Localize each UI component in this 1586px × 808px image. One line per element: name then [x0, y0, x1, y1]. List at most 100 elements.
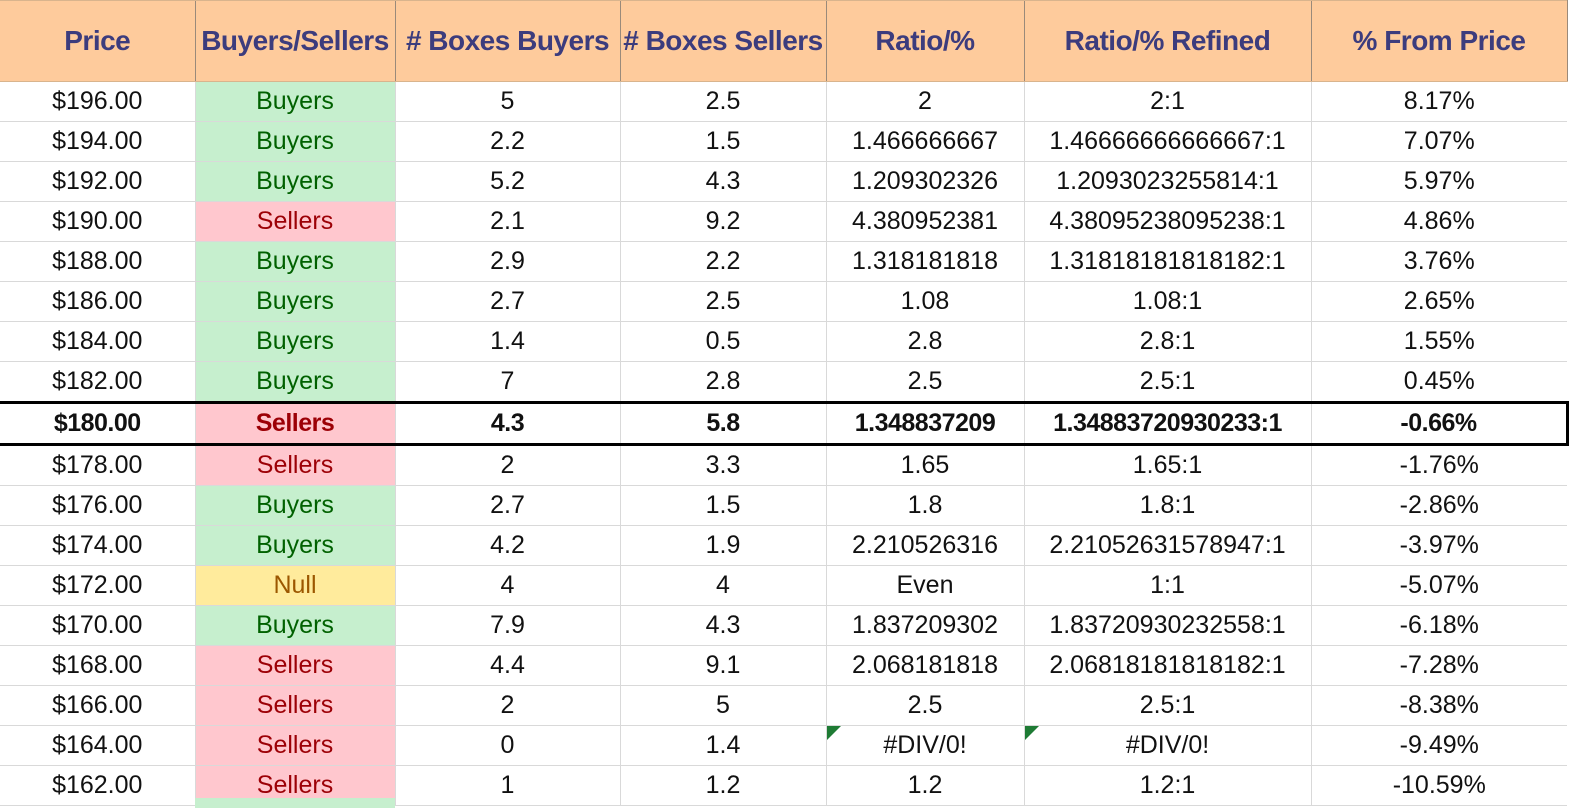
boxes-sellers-cell[interactable]: 1.5: [619, 485, 826, 526]
buyers-sellers-cell[interactable]: Buyers: [194, 241, 395, 282]
boxes-buyers-cell[interactable]: 4: [394, 565, 620, 606]
boxes-buyers-cell[interactable]: 7: [394, 361, 620, 403]
ratio-refined-cell[interactable]: 1:1: [1023, 565, 1311, 606]
from-price-cell[interactable]: 8.17%: [1310, 81, 1567, 122]
boxes-buyers-cell[interactable]: 2.1: [394, 201, 620, 242]
ratio-cell[interactable]: 1.2: [825, 765, 1024, 806]
boxes-sellers-cell[interactable]: 5.8: [619, 401, 826, 446]
buyers-sellers-cell[interactable]: Buyers: [194, 281, 395, 322]
ratio-cell[interactable]: 2.8: [825, 321, 1024, 362]
price-cell[interactable]: $178.00: [0, 444, 195, 486]
buyers-sellers-cell[interactable]: Sellers: [194, 444, 395, 486]
header-boxes-sellers[interactable]: # Boxes Sellers: [619, 0, 826, 82]
boxes-sellers-cell[interactable]: 4.3: [619, 161, 826, 202]
price-cell[interactable]: $184.00: [0, 321, 195, 362]
boxes-buyers-cell[interactable]: 2.2: [394, 121, 620, 162]
ratio-cell[interactable]: 1.348837209: [825, 401, 1024, 446]
buyers-sellers-cell[interactable]: Sellers: [194, 401, 395, 446]
boxes-buyers-cell[interactable]: 1: [394, 765, 620, 806]
from-price-cell[interactable]: -10.59%: [1310, 765, 1567, 806]
from-price-cell[interactable]: -5.07%: [1310, 565, 1567, 606]
header-ratio-refined[interactable]: Ratio/% Refined: [1023, 0, 1311, 82]
ratio-cell[interactable]: 1.8: [825, 485, 1024, 526]
ratio-cell[interactable]: 1.318181818: [825, 241, 1024, 282]
from-price-cell[interactable]: 0.45%: [1310, 361, 1567, 403]
boxes-buyers-cell[interactable]: 2.7: [394, 485, 620, 526]
boxes-buyers-cell[interactable]: 4.2: [394, 525, 620, 566]
ratio-cell[interactable]: 1.837209302: [825, 605, 1024, 646]
boxes-sellers-cell[interactable]: 3.3: [619, 444, 826, 486]
ratio-refined-cell[interactable]: 1.08:1: [1023, 281, 1311, 322]
boxes-sellers-cell[interactable]: 2.5: [619, 81, 826, 122]
ratio-refined-cell[interactable]: 1.65:1: [1023, 444, 1311, 486]
header-boxes-buyers[interactable]: # Boxes Buyers: [394, 0, 620, 82]
ratio-refined-cell[interactable]: 1.2093023255814:1: [1023, 161, 1311, 202]
from-price-cell[interactable]: 7.07%: [1310, 121, 1567, 162]
ratio-refined-cell[interactable]: 2:1: [1023, 81, 1311, 122]
ratio-cell[interactable]: 2.5: [825, 361, 1024, 403]
from-price-cell[interactable]: -9.49%: [1310, 725, 1567, 766]
price-cell[interactable]: $172.00: [0, 565, 195, 606]
ratio-cell[interactable]: 2.068181818: [825, 645, 1024, 686]
from-price-cell[interactable]: 1.55%: [1310, 321, 1567, 362]
buyers-sellers-cell[interactable]: Null: [194, 565, 395, 606]
from-price-cell[interactable]: -6.18%: [1310, 605, 1567, 646]
header-ratio[interactable]: Ratio/%: [825, 0, 1024, 82]
price-cell[interactable]: $188.00: [0, 241, 195, 282]
error-indicator-icon[interactable]: [826, 726, 841, 740]
boxes-buyers-cell[interactable]: 2.7: [394, 281, 620, 322]
ratio-refined-cell[interactable]: 1.31818181818182:1: [1023, 241, 1311, 282]
buyers-sellers-cell[interactable]: Sellers: [194, 725, 395, 766]
ratio-refined-cell[interactable]: 1.46666666666667:1: [1023, 121, 1311, 162]
ratio-cell[interactable]: Even: [825, 565, 1024, 606]
boxes-sellers-cell[interactable]: 9.1: [619, 645, 826, 686]
ratio-cell[interactable]: 1.65: [825, 444, 1024, 486]
price-cell[interactable]: $164.00: [0, 725, 195, 766]
from-price-cell[interactable]: -7.28%: [1310, 645, 1567, 686]
price-cell[interactable]: $162.00: [0, 765, 195, 806]
buyers-sellers-cell[interactable]: Buyers: [194, 121, 395, 162]
header-price[interactable]: Price: [0, 0, 195, 82]
price-cell[interactable]: $192.00: [0, 161, 195, 202]
ratio-refined-cell[interactable]: 1.2:1: [1023, 765, 1311, 806]
ratio-refined-cell[interactable]: 1.83720930232558:1: [1023, 605, 1311, 646]
buyers-sellers-cell[interactable]: Sellers: [194, 685, 395, 726]
boxes-sellers-cell[interactable]: 4: [619, 565, 826, 606]
boxes-sellers-cell[interactable]: 2.2: [619, 241, 826, 282]
ratio-cell[interactable]: 2.210526316: [825, 525, 1024, 566]
buyers-sellers-cell[interactable]: Buyers: [194, 605, 395, 646]
price-cell[interactable]: $176.00: [0, 485, 195, 526]
boxes-sellers-cell[interactable]: 1.4: [619, 725, 826, 766]
boxes-buyers-cell[interactable]: 2: [394, 444, 620, 486]
from-price-cell[interactable]: -8.38%: [1310, 685, 1567, 726]
boxes-sellers-cell[interactable]: 1.5: [619, 121, 826, 162]
error-indicator-icon[interactable]: [1024, 726, 1039, 740]
boxes-buyers-cell[interactable]: 4.3: [394, 401, 620, 446]
price-cell[interactable]: $180.00: [0, 401, 195, 446]
ratio-cell[interactable]: 4.380952381: [825, 201, 1024, 242]
header-from-price[interactable]: % From Price: [1310, 0, 1568, 82]
boxes-buyers-cell[interactable]: 1.4: [394, 321, 620, 362]
buyers-sellers-cell[interactable]: Buyers: [194, 321, 395, 362]
boxes-buyers-cell[interactable]: 5: [394, 81, 620, 122]
boxes-buyers-cell[interactable]: 0: [394, 725, 620, 766]
buyers-sellers-cell[interactable]: Buyers: [194, 161, 395, 202]
price-cell[interactable]: $186.00: [0, 281, 195, 322]
buyers-sellers-cell[interactable]: Sellers: [194, 201, 395, 242]
ratio-cell[interactable]: 1.08: [825, 281, 1024, 322]
boxes-sellers-cell[interactable]: 9.2: [619, 201, 826, 242]
from-price-cell[interactable]: 3.76%: [1310, 241, 1567, 282]
ratio-refined-cell[interactable]: 4.38095238095238:1: [1023, 201, 1311, 242]
boxes-sellers-cell[interactable]: 0.5: [619, 321, 826, 362]
ratio-refined-cell[interactable]: 1.34883720930233:1: [1023, 401, 1311, 446]
ratio-cell[interactable]: 2.5: [825, 685, 1024, 726]
ratio-refined-cell[interactable]: 2.5:1: [1023, 361, 1311, 403]
price-cell[interactable]: $196.00: [0, 81, 195, 122]
boxes-buyers-cell[interactable]: 2: [394, 685, 620, 726]
ratio-refined-cell[interactable]: 2.5:1: [1023, 685, 1311, 726]
buyers-sellers-cell[interactable]: Sellers: [194, 645, 395, 686]
ratio-cell[interactable]: 1.466666667: [825, 121, 1024, 162]
ratio-refined-cell[interactable]: 2.21052631578947:1: [1023, 525, 1311, 566]
ratio-refined-cell[interactable]: #DIV/0!: [1023, 725, 1311, 766]
header-buyers-sellers[interactable]: Buyers/Sellers: [194, 0, 395, 82]
